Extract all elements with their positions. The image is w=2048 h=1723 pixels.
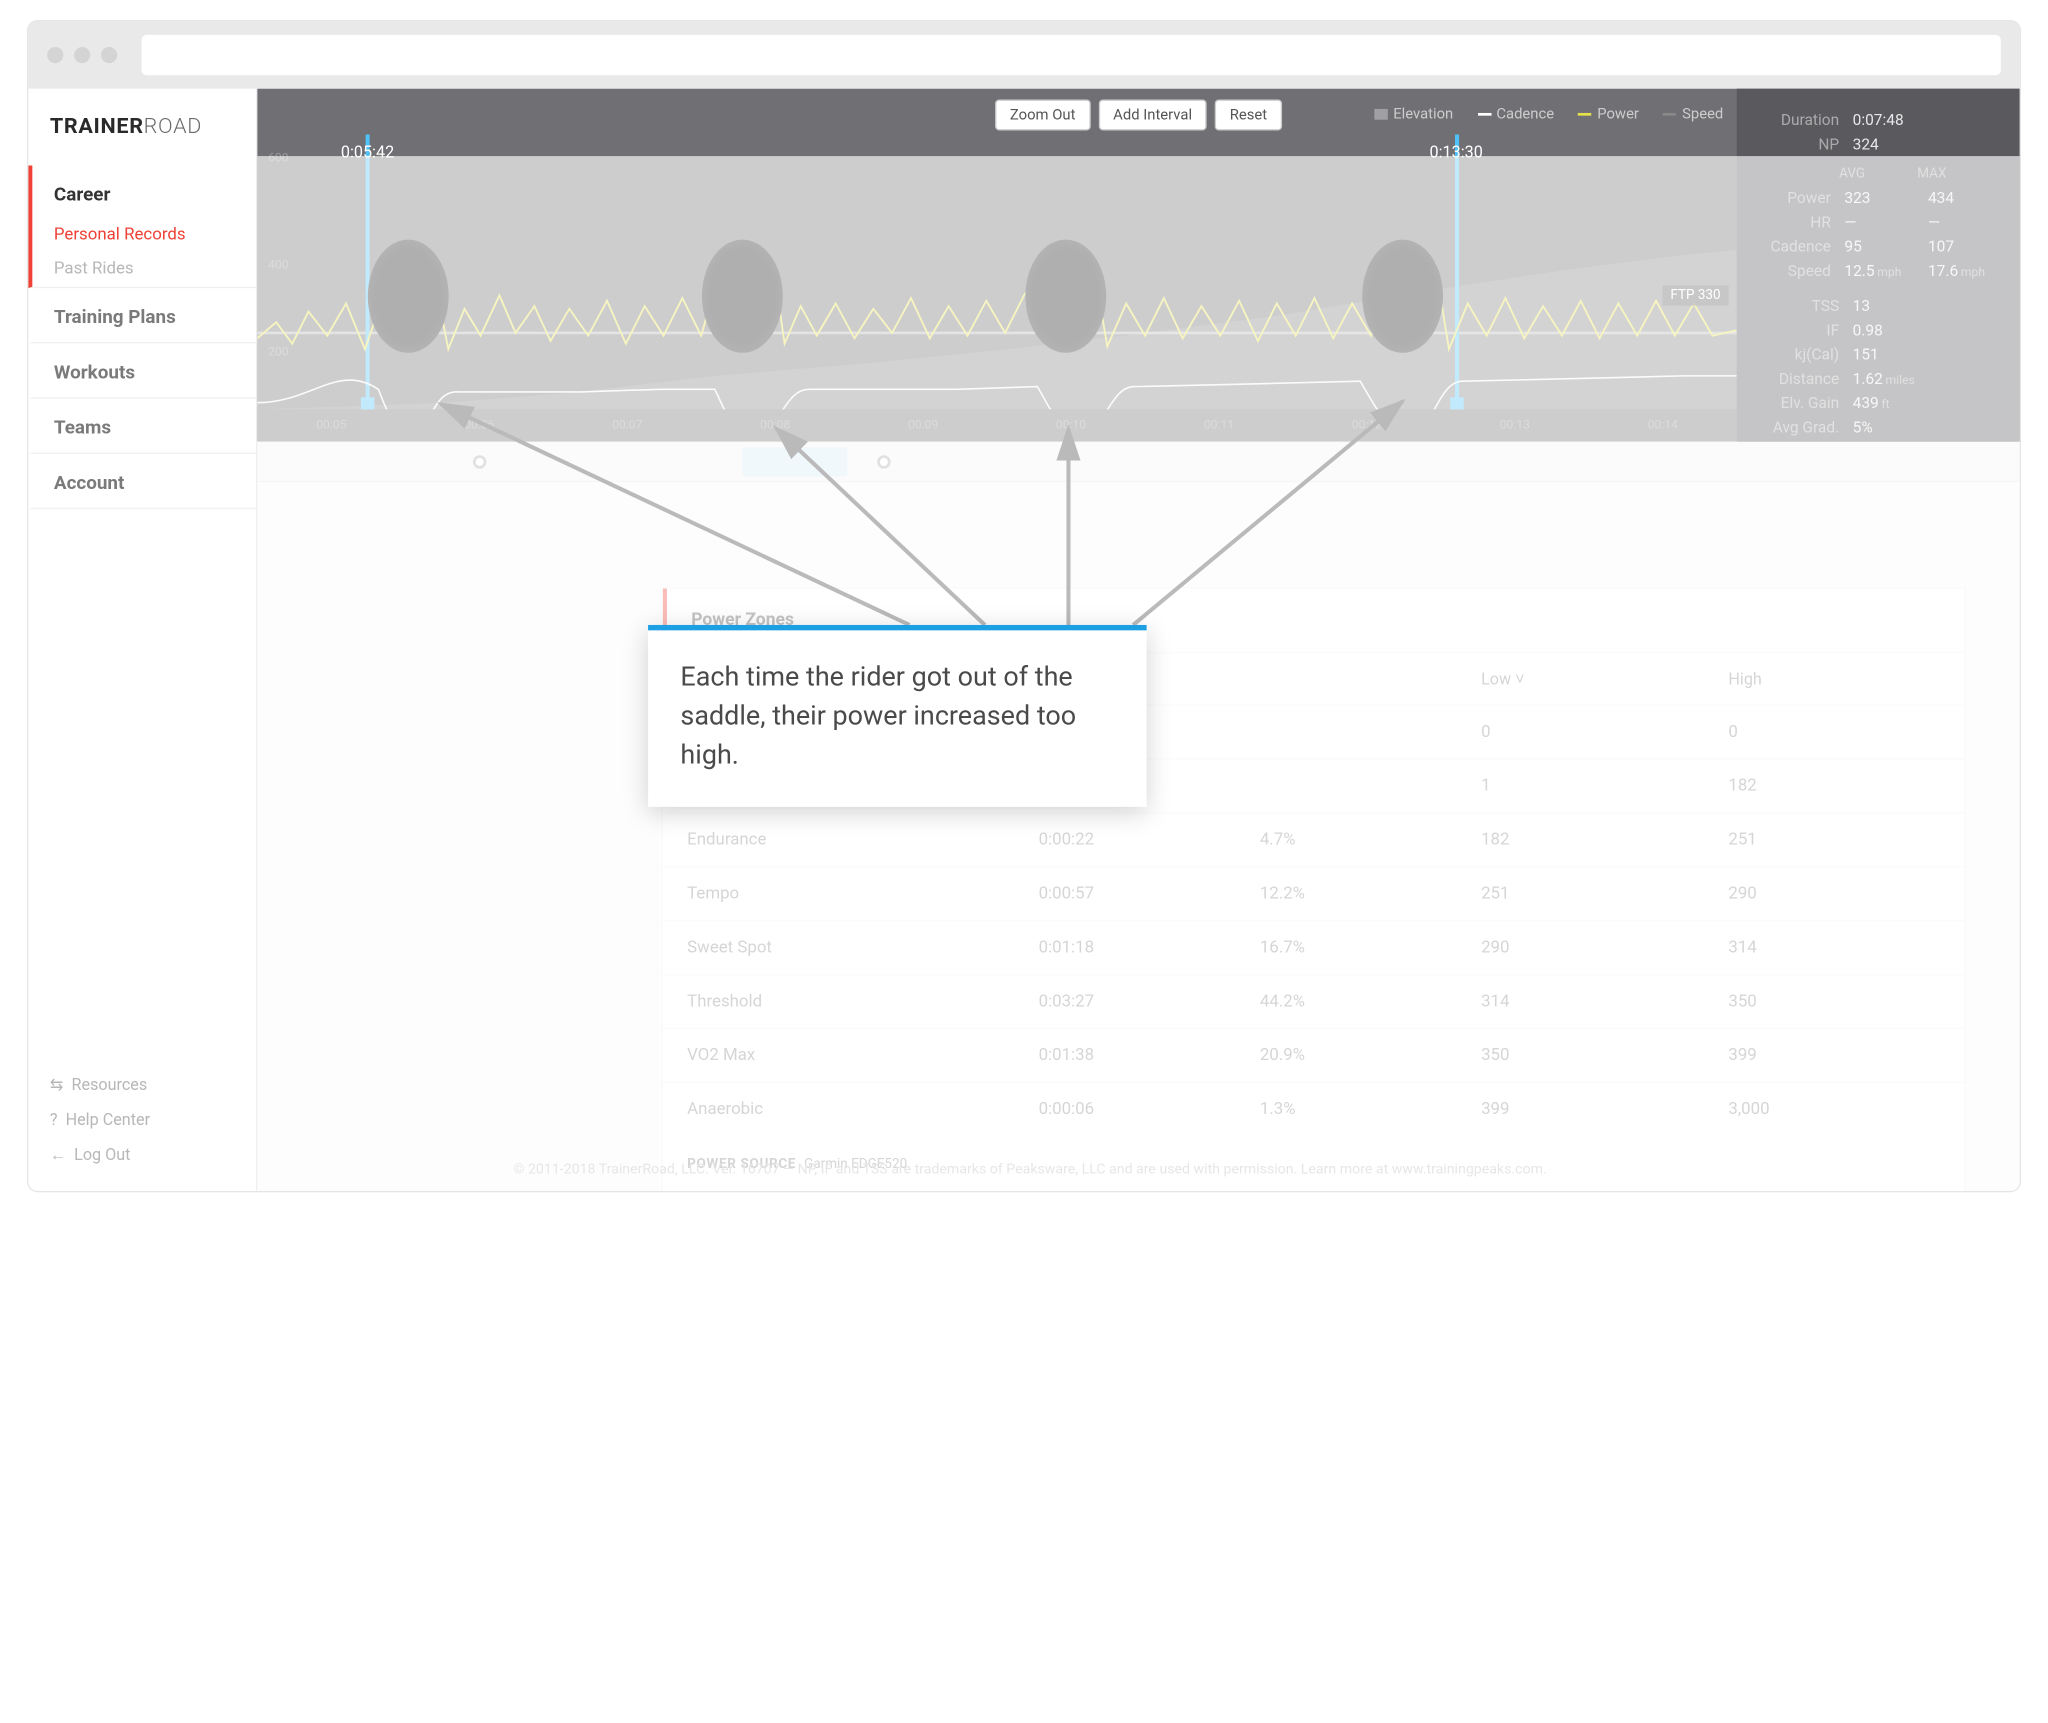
legend-item[interactable]: Cadence (1477, 105, 1554, 123)
scrub-bar[interactable] (257, 442, 2019, 482)
ftp-label: FTP 330 (1662, 285, 1728, 305)
chart-legend: Elevation Cadence Power Speed (1374, 105, 1723, 123)
time-axis: 00:0500:0600:0700:0800:0900:1000:1100:12… (257, 409, 1736, 441)
callout: Each time the rider got out of the saddl… (648, 625, 1147, 807)
elevation-area (257, 250, 1736, 410)
table-row: Sweet Spot0:01:1816.7%290314 (663, 921, 1965, 975)
logo-a: TRAINER (50, 113, 144, 139)
add-interval-button[interactable]: Add Interval (1098, 99, 1207, 130)
browser-dot (101, 47, 117, 63)
nav-personal-records[interactable]: Personal Records (32, 219, 256, 253)
reset-button[interactable]: Reset (1215, 99, 1282, 130)
table-row: Threshold0:03:2744.2%314350 (663, 975, 1965, 1029)
help-icon: ? (50, 1110, 58, 1129)
col-low[interactable]: Low ˅ (1457, 653, 1704, 706)
handle-left (361, 397, 374, 409)
logout-icon: ← (50, 1145, 66, 1164)
url-bar[interactable] (141, 35, 2000, 75)
ylabel: 400 (268, 258, 289, 272)
footer-resources[interactable]: ⇆Resources (50, 1067, 235, 1102)
scrub-handle[interactable] (473, 455, 486, 468)
chart-body[interactable]: 600 400 200 (257, 135, 1736, 410)
nav-career-label: Career (32, 166, 256, 220)
nav-workouts[interactable]: Workouts (28, 343, 256, 398)
table-row: Tempo0:00:5712.2%251290 (663, 867, 1965, 921)
zoom-out-button[interactable]: Zoom Out (995, 99, 1090, 130)
table-row: Endurance0:00:224.7%182251 (663, 813, 1965, 867)
nav-teams[interactable]: Teams (28, 399, 256, 454)
browser-dot (74, 47, 90, 63)
footer-text: © 2011-2018 TrainerRoad, LLC. Ver. 16707… (513, 1160, 1992, 1178)
scrub-selection[interactable] (742, 447, 847, 477)
legend-item[interactable]: Power (1578, 105, 1639, 123)
col-high[interactable]: High (1704, 653, 1964, 706)
chart-panel: Zoom Out Add Interval Reset Elevation Cad… (257, 89, 2019, 442)
ylabel: 600 (268, 150, 289, 164)
footer-logout[interactable]: ←Log Out (50, 1137, 235, 1172)
time-marker-right: 0:13:30 (1430, 143, 1483, 162)
spotlight (368, 240, 449, 353)
footer-help[interactable]: ?Help Center (50, 1102, 235, 1137)
legend-item[interactable]: Speed (1663, 105, 1723, 123)
table-row: Anaerobic0:00:061.3%3993,000 (663, 1082, 1965, 1135)
spotlight (1025, 240, 1106, 353)
browser-chrome (28, 21, 2019, 88)
logo: TRAINERROAD (28, 89, 256, 158)
callout-text: Each time the rider got out of the saddl… (680, 660, 1076, 770)
nav-training-plans[interactable]: Training Plans (28, 288, 256, 343)
legend-item[interactable]: Elevation (1374, 105, 1453, 123)
nav-account[interactable]: Account (28, 454, 256, 509)
spotlight (702, 240, 783, 353)
nav-career[interactable]: Career Personal Records Past Rides (28, 166, 256, 289)
nav-past-rides[interactable]: Past Rides (32, 253, 256, 287)
ylabel: 200 (268, 345, 289, 359)
stats-panel: Duration0:07:48 NP324 .AVGMAX Power32343… (1737, 89, 2020, 442)
browser-dot (47, 47, 63, 63)
handle-right (1450, 397, 1463, 409)
spotlight (1362, 240, 1443, 353)
table-row: VO2 Max0:01:3820.9%350399 (663, 1029, 1965, 1083)
sidebar: TRAINERROAD Career Personal Records Past… (28, 89, 257, 1191)
book-icon: ⇆ (50, 1075, 64, 1094)
logo-b: ROAD (144, 113, 202, 139)
scrub-handle[interactable] (877, 455, 890, 468)
time-marker-left: 0:05:42 (341, 143, 394, 162)
